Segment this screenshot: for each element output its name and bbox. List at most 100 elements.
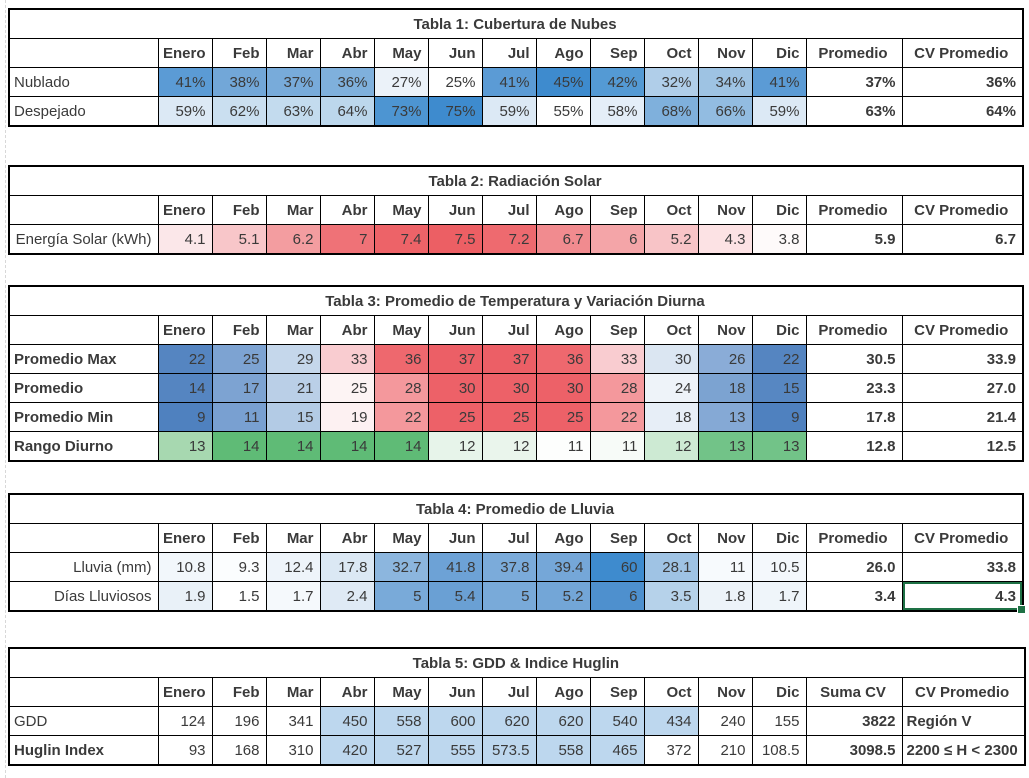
cv-cell[interactable]: 36% [901, 67, 1024, 97]
data-cell[interactable]: 620 [535, 706, 591, 736]
data-cell[interactable]: 196 [211, 706, 267, 736]
data-cell[interactable]: 66% [697, 96, 753, 127]
data-cell[interactable]: 210 [697, 735, 753, 766]
month-header-cell[interactable]: Nov [697, 677, 753, 707]
data-cell[interactable]: 21 [265, 373, 321, 403]
data-cell[interactable]: 13 [697, 402, 753, 432]
summary-header-cell[interactable]: Promedio [805, 195, 903, 225]
month-header-cell[interactable]: Oct [643, 523, 699, 553]
month-header-cell[interactable]: Nov [697, 523, 753, 553]
promedio-cell[interactable]: 3098.5 [805, 735, 903, 766]
data-cell[interactable]: 55% [535, 96, 591, 127]
data-cell[interactable]: 4.3 [697, 224, 753, 255]
month-header-cell[interactable]: Feb [211, 315, 267, 345]
data-cell[interactable]: 58% [589, 96, 645, 127]
summary-header-cell[interactable]: Promedio [805, 523, 903, 553]
data-cell[interactable]: 240 [697, 706, 753, 736]
data-cell[interactable]: 14 [211, 431, 267, 462]
promedio-cell[interactable]: 3.4 [805, 581, 903, 612]
data-cell[interactable]: 310 [265, 735, 321, 766]
month-header-cell[interactable]: Sep [589, 315, 645, 345]
data-cell[interactable]: 28 [373, 373, 429, 403]
promedio-cell[interactable]: 12.8 [805, 431, 903, 462]
data-cell[interactable]: 18 [643, 402, 699, 432]
data-cell[interactable]: 1.7 [751, 581, 807, 612]
data-cell[interactable]: 24 [643, 373, 699, 403]
data-cell[interactable]: 558 [535, 735, 591, 766]
data-cell[interactable]: 18 [697, 373, 753, 403]
data-cell[interactable]: 12 [643, 431, 699, 462]
month-header-cell[interactable]: Ago [535, 195, 591, 225]
table-title[interactable]: Tabla 2: Radiación Solar [8, 165, 1024, 196]
table-title[interactable]: Tabla 1: Cubertura de Nubes [8, 8, 1024, 39]
data-cell[interactable]: 22 [157, 344, 213, 374]
data-cell[interactable]: 63% [265, 96, 321, 127]
corner-cell[interactable] [8, 523, 159, 553]
data-cell[interactable]: 11 [589, 431, 645, 462]
row-label-cell[interactable]: Promedio Min [8, 402, 159, 432]
data-cell[interactable]: 1.9 [157, 581, 213, 612]
month-header-cell[interactable]: Sep [589, 677, 645, 707]
table-title[interactable]: Tabla 5: GDD & Indice Huglin [8, 647, 1026, 678]
month-header-cell[interactable]: May [373, 523, 429, 553]
data-cell[interactable]: 60 [589, 552, 645, 582]
data-cell[interactable]: 13 [697, 431, 753, 462]
data-cell[interactable]: 73% [373, 96, 429, 127]
data-cell[interactable]: 64% [319, 96, 375, 127]
row-label-cell[interactable]: Nublado [8, 67, 159, 97]
promedio-cell[interactable]: 26.0 [805, 552, 903, 582]
month-header-cell[interactable]: Jul [481, 38, 537, 68]
data-cell[interactable]: 1.8 [697, 581, 753, 612]
table-title[interactable]: Tabla 4: Promedio de Lluvia [8, 493, 1024, 524]
data-cell[interactable]: 12 [427, 431, 483, 462]
data-cell[interactable]: 13 [157, 431, 213, 462]
month-header-cell[interactable]: Jun [427, 677, 483, 707]
data-cell[interactable]: 7.2 [481, 224, 537, 255]
promedio-cell[interactable]: 17.8 [805, 402, 903, 432]
data-cell[interactable]: 25 [535, 402, 591, 432]
data-cell[interactable]: 12.4 [265, 552, 321, 582]
data-cell[interactable]: 540 [589, 706, 645, 736]
month-header-cell[interactable]: May [373, 677, 429, 707]
data-cell[interactable]: 527 [373, 735, 429, 766]
month-header-cell[interactable]: Feb [211, 38, 267, 68]
corner-cell[interactable] [8, 195, 159, 225]
data-cell[interactable]: 620 [481, 706, 537, 736]
cv-cell[interactable]: Región V [901, 706, 1026, 736]
data-cell[interactable]: 11 [535, 431, 591, 462]
data-cell[interactable]: 36 [535, 344, 591, 374]
month-header-cell[interactable]: May [373, 38, 429, 68]
data-cell[interactable]: 168 [211, 735, 267, 766]
data-cell[interactable]: 2.4 [319, 581, 375, 612]
data-cell[interactable]: 42% [589, 67, 645, 97]
month-header-cell[interactable]: Nov [697, 38, 753, 68]
corner-cell[interactable] [8, 315, 159, 345]
data-cell[interactable]: 15 [751, 373, 807, 403]
data-cell[interactable]: 22 [751, 344, 807, 374]
month-header-cell[interactable]: Ago [535, 315, 591, 345]
month-header-cell[interactable]: Enero [157, 315, 213, 345]
month-header-cell[interactable]: Oct [643, 38, 699, 68]
month-header-cell[interactable]: Abr [319, 38, 375, 68]
month-header-cell[interactable]: Dic [751, 523, 807, 553]
promedio-cell[interactable]: 23.3 [805, 373, 903, 403]
month-header-cell[interactable]: Oct [643, 315, 699, 345]
month-header-cell[interactable]: May [373, 195, 429, 225]
month-header-cell[interactable]: Sep [589, 195, 645, 225]
cv-cell[interactable]: 2200 ≤ H < 2300 [901, 735, 1026, 766]
data-cell[interactable]: 6.7 [535, 224, 591, 255]
data-cell[interactable]: 37 [427, 344, 483, 374]
data-cell[interactable]: 124 [157, 706, 213, 736]
month-header-cell[interactable]: Feb [211, 523, 267, 553]
data-cell[interactable]: 7 [319, 224, 375, 255]
data-cell[interactable]: 36 [373, 344, 429, 374]
cv-cell[interactable]: 12.5 [901, 431, 1024, 462]
summary-header-cell[interactable]: Suma CV [805, 677, 903, 707]
cv-header-cell[interactable]: CV Promedio [901, 38, 1024, 68]
cv-header-cell[interactable]: CV Promedio [901, 523, 1024, 553]
month-header-cell[interactable]: Abr [319, 523, 375, 553]
row-label-cell[interactable]: Despejado [8, 96, 159, 127]
promedio-cell[interactable]: 37% [805, 67, 903, 97]
month-header-cell[interactable]: Dic [751, 38, 807, 68]
corner-cell[interactable] [8, 38, 159, 68]
